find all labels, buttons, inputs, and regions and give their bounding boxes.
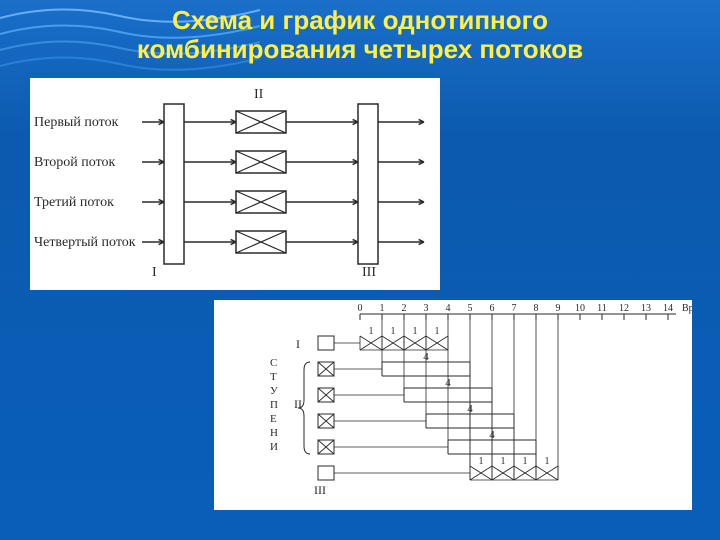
svg-text:Н: Н: [270, 427, 278, 439]
svg-text:1: 1: [369, 326, 374, 337]
svg-text:I: I: [152, 265, 157, 280]
slide-title: Схема и график однотипного комбинировани…: [0, 6, 720, 64]
svg-text:III: III: [314, 483, 326, 497]
svg-text:12: 12: [619, 303, 629, 314]
svg-text:III: III: [362, 265, 376, 280]
svg-text:4: 4: [446, 303, 451, 314]
svg-text:1: 1: [380, 303, 385, 314]
svg-text:8: 8: [534, 303, 539, 314]
svg-text:1: 1: [391, 326, 396, 337]
svg-text:9: 9: [556, 303, 561, 314]
svg-text:14: 14: [663, 303, 673, 314]
svg-text:1: 1: [479, 456, 484, 467]
svg-text:7: 7: [512, 303, 517, 314]
svg-text:Время: Время: [682, 303, 692, 314]
svg-text:Второй поток: Второй поток: [34, 155, 116, 170]
svg-text:4: 4: [445, 377, 451, 389]
svg-text:1: 1: [435, 326, 440, 337]
svg-text:13: 13: [641, 303, 651, 314]
svg-text:3: 3: [424, 303, 429, 314]
svg-text:4: 4: [423, 351, 429, 363]
svg-text:10: 10: [575, 303, 585, 314]
svg-text:У: У: [270, 385, 278, 397]
gantt-chart: 01234567891011121314ВремяIIIIIIСТУПЕНИ11…: [214, 300, 692, 510]
svg-text:4: 4: [489, 429, 495, 441]
svg-text:Четвертый поток: Четвертый поток: [34, 235, 136, 250]
svg-text:0: 0: [358, 303, 363, 314]
svg-text:Первый поток: Первый поток: [34, 115, 119, 130]
svg-text:2: 2: [402, 303, 407, 314]
svg-text:II: II: [254, 87, 264, 102]
svg-text:И: И: [270, 441, 278, 453]
svg-text:6: 6: [490, 303, 495, 314]
svg-text:С: С: [270, 357, 277, 369]
svg-text:11: 11: [597, 303, 607, 314]
svg-text:1: 1: [501, 456, 506, 467]
schema-panel: Первый поток Второй поток Третий поток Четв…: [30, 78, 440, 290]
svg-text:Е: Е: [270, 413, 277, 425]
chart-panel: 01234567891011121314ВремяIIIIIIСТУПЕНИ11…: [214, 300, 692, 510]
svg-text:1: 1: [523, 456, 528, 467]
svg-text:I: I: [296, 337, 300, 351]
svg-text:4: 4: [467, 403, 473, 415]
title-line1: Схема и график однотипного: [172, 5, 548, 35]
svg-text:Т: Т: [270, 371, 277, 383]
title-line2: комбинирования четырех потоков: [137, 34, 583, 64]
svg-text:1: 1: [413, 326, 418, 337]
svg-text:1: 1: [545, 456, 550, 467]
slide: Схема и график однотипного комбинировани…: [0, 0, 720, 540]
schema-diagram: Первый поток Второй поток Третий поток Четв…: [30, 78, 440, 290]
svg-text:П: П: [270, 399, 278, 411]
svg-text:5: 5: [468, 303, 473, 314]
svg-text:Третий поток: Третий поток: [34, 195, 114, 210]
